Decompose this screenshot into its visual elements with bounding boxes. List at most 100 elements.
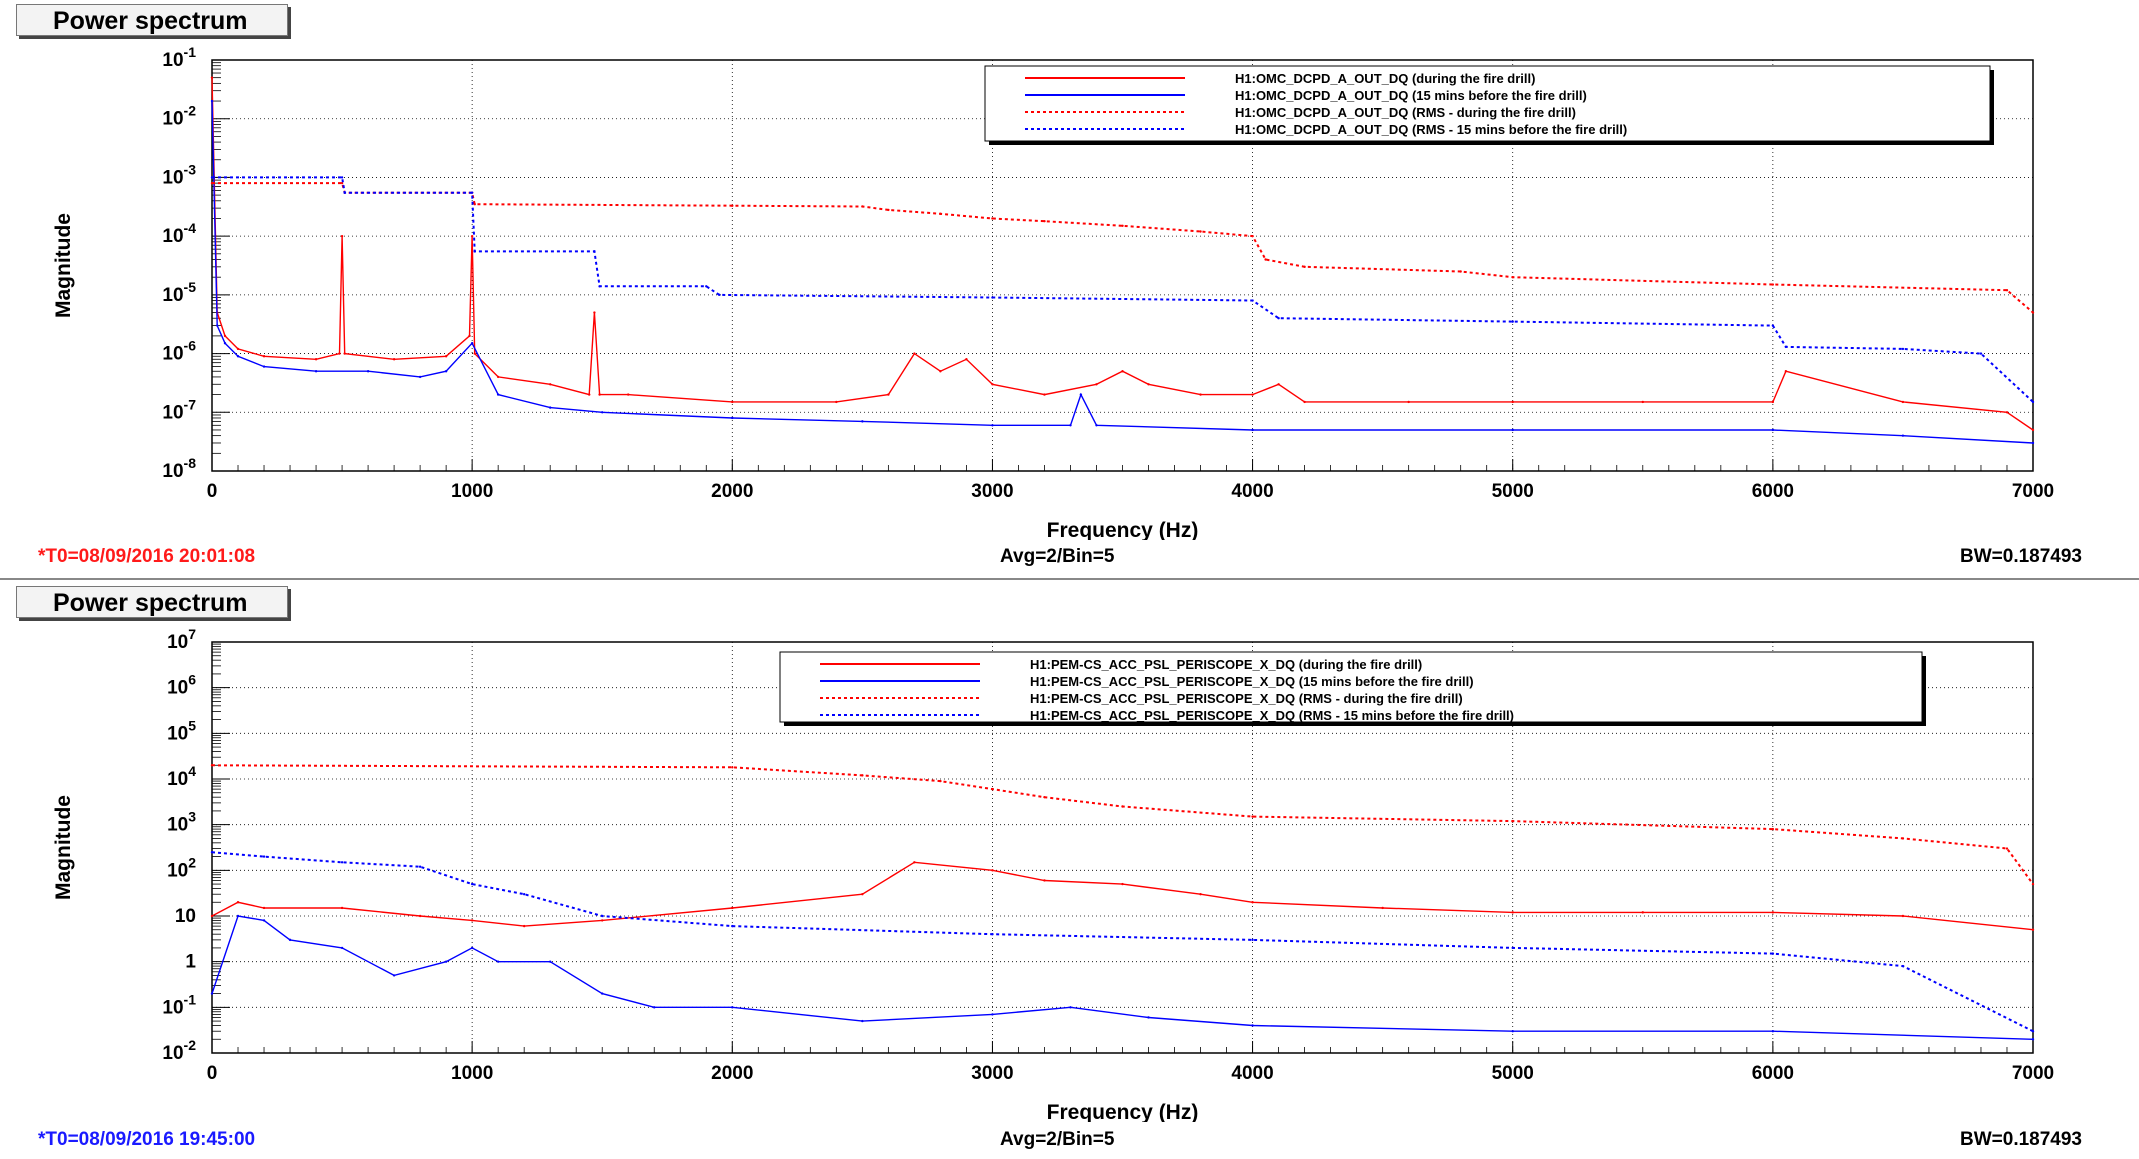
data-point — [653, 1006, 656, 1009]
y-tick-exponent: -2 — [184, 1037, 197, 1053]
data-point — [991, 217, 994, 220]
x-tick-label: 4000 — [1231, 1063, 1273, 1084]
y-tick-label: 1 — [185, 952, 196, 973]
panel-title: Power spectrum — [16, 4, 288, 36]
legend-entry: H1:PEM-CS_ACC_PSL_PERISCOPE_X_DQ (RMS - … — [1030, 708, 1514, 723]
y-tick-base: 10 — [175, 906, 196, 927]
data-point — [1511, 320, 1514, 323]
data-point — [210, 992, 214, 995]
data-point — [1251, 815, 1254, 818]
data-point — [1199, 393, 1202, 396]
data-point — [314, 370, 318, 373]
data-point — [210, 181, 214, 185]
data-point — [2031, 882, 2035, 886]
data-point — [522, 924, 526, 928]
data-point — [262, 855, 266, 858]
legend-entry: H1:OMC_DCPD_A_OUT_DQ (during the fire dr… — [1235, 71, 1535, 86]
data-point — [392, 974, 396, 977]
data-point — [340, 181, 344, 185]
data-point — [2031, 1030, 2035, 1033]
data-point — [262, 906, 266, 910]
data-point — [548, 960, 552, 963]
y-tick-base: 10 — [162, 402, 183, 423]
y-axis-label: Magnitude — [52, 213, 75, 318]
data-point — [1043, 879, 1046, 882]
data-point — [1511, 819, 1514, 823]
y-tick-base: 10 — [162, 50, 183, 71]
y-tick-exponent: -1 — [184, 991, 197, 1007]
y-tick-label: 107 — [167, 626, 196, 653]
y-tick-base: 10 — [162, 344, 183, 365]
data-point — [598, 393, 601, 396]
y-tick-label: 10-8 — [162, 455, 196, 482]
legend-entry: H1:OMC_DCPD_A_OUT_DQ (15 mins before the… — [1235, 88, 1587, 103]
y-tick-exponent: -3 — [184, 161, 197, 177]
y-tick-label: 10-6 — [162, 338, 196, 365]
y-tick-label: 10-2 — [162, 103, 196, 130]
data-point — [1121, 370, 1124, 373]
avg-bin-label: Avg=2/Bin=5 — [1000, 1129, 1115, 1150]
data-point — [418, 914, 422, 918]
data-point — [991, 296, 994, 299]
legend-entry: H1:PEM-CS_ACC_PSL_PERISCOPE_X_DQ (RMS - … — [1030, 691, 1463, 706]
data-point — [340, 234, 344, 238]
data-point — [1251, 938, 1254, 942]
x-tick-label: 0 — [207, 481, 218, 502]
data-point — [216, 324, 219, 327]
data-point — [593, 250, 596, 253]
data-point — [588, 393, 591, 396]
series-line-0 — [211, 861, 2034, 931]
y-tick-label: 104 — [167, 763, 196, 790]
y-tick-exponent: 6 — [188, 672, 196, 688]
y-tick-label: 10-7 — [162, 396, 196, 423]
y-tick-exponent: 2 — [188, 854, 196, 870]
data-point — [1303, 400, 1306, 404]
data-point — [601, 919, 604, 922]
y-tick-base: 1 — [185, 952, 196, 973]
data-point — [1784, 370, 1788, 373]
data-point — [939, 370, 942, 373]
bandwidth-label: BW=0.187493 — [1960, 546, 2082, 567]
legend-entry: H1:OMC_DCPD_A_OUT_DQ (RMS - 15 mins befo… — [1235, 122, 1627, 137]
x-tick-label: 7000 — [2012, 1063, 2054, 1084]
data-point — [210, 764, 214, 767]
data-point — [1121, 882, 1124, 886]
panel-title: Power spectrum — [16, 586, 288, 618]
data-point — [1511, 275, 1514, 279]
data-point — [1901, 914, 1905, 918]
y-tick-label: 10 — [175, 906, 196, 927]
data-point — [1199, 893, 1202, 896]
data-point — [1979, 352, 1983, 355]
data-point — [598, 285, 601, 288]
data-point — [861, 1019, 864, 1023]
data-point — [1511, 946, 1514, 950]
data-point — [314, 358, 318, 361]
data-point — [236, 901, 240, 904]
data-point — [468, 334, 471, 338]
data-point — [1381, 906, 1384, 910]
data-point — [473, 202, 476, 206]
y-tick-exponent: -1 — [184, 44, 197, 60]
legend-entry: H1:PEM-CS_ACC_PSL_PERISCOPE_X_DQ (during… — [1030, 657, 1422, 672]
data-point — [593, 311, 596, 314]
data-point — [444, 355, 448, 358]
y-tick-base: 10 — [167, 678, 188, 699]
data-point — [444, 960, 448, 963]
data-point — [343, 191, 346, 194]
x-tick-label: 6000 — [1752, 1063, 1794, 1084]
data-point — [991, 424, 994, 427]
data-point — [1095, 424, 1098, 427]
series-line-1 — [211, 100, 2034, 444]
data-point — [1511, 1030, 1514, 1033]
data-point — [444, 370, 448, 373]
data-point — [991, 1013, 994, 1016]
data-point — [2031, 311, 2035, 314]
data-point — [1771, 952, 1775, 955]
data-point — [601, 992, 604, 995]
data-point — [1251, 1024, 1254, 1027]
y-tick-base: 10 — [162, 997, 183, 1018]
data-point — [1459, 270, 1462, 273]
data-point — [627, 393, 630, 396]
data-point — [1069, 1006, 1072, 1009]
y-tick-exponent: -6 — [184, 338, 197, 354]
